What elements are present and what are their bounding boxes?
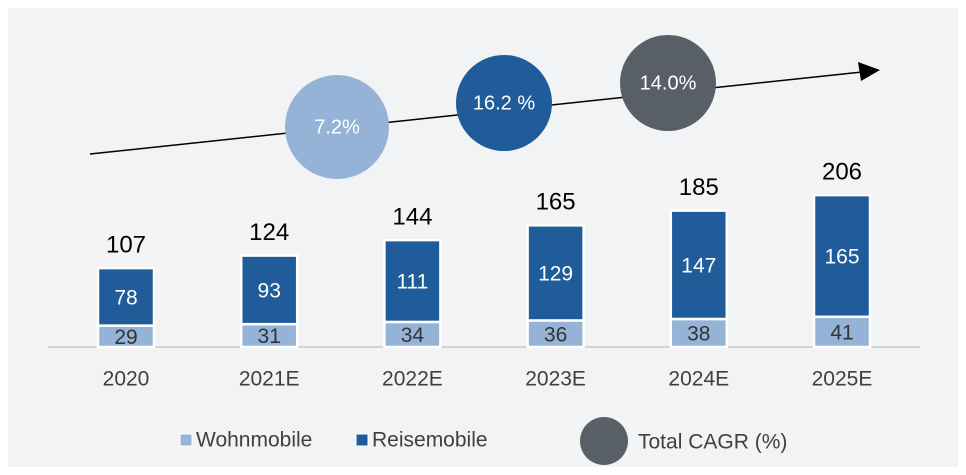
segment-label: 165	[824, 245, 859, 268]
total-label: 185	[679, 174, 719, 201]
cagr-circle	[456, 55, 552, 151]
legend-swatch	[355, 433, 369, 447]
cagr-circle	[285, 75, 389, 179]
bar-segment	[239, 254, 299, 326]
x-tick-label: 2021E	[239, 368, 300, 391]
legend-swatch	[179, 433, 193, 447]
x-tick-label: 2022E	[382, 368, 443, 391]
segment-label: 29	[114, 326, 137, 349]
arrow-head	[858, 62, 880, 81]
cagr-label: 7.2%	[314, 116, 360, 138]
x-tick-label: 2020	[103, 368, 150, 391]
bar-segment	[526, 319, 585, 349]
segment-label: 36	[544, 323, 567, 346]
segment-label: 34	[401, 324, 425, 347]
total-label: 165	[536, 189, 576, 216]
cagr-label: 16.2 %	[473, 92, 535, 114]
cagr-label: 14.0%	[640, 72, 697, 94]
segment-label: 93	[258, 279, 281, 302]
cagr-circle	[620, 35, 716, 131]
legend-label: Wohnmobile	[196, 429, 312, 452]
total-label: 124	[249, 219, 289, 246]
segment-label: 41	[830, 321, 853, 344]
segment-label: 38	[687, 323, 710, 346]
x-tick-label: 2025E	[812, 368, 873, 391]
bar-segment	[669, 209, 729, 321]
x-tick-label: 2023E	[525, 368, 586, 391]
legend-cagr-swatch	[580, 417, 628, 465]
bar-segment	[383, 238, 442, 324]
segment-label: 111	[396, 271, 428, 294]
segment-label: 147	[681, 254, 716, 277]
bar-segment	[96, 266, 156, 327]
x-tick-label: 2024E	[668, 368, 729, 391]
bar-segment	[812, 193, 872, 319]
total-label: 206	[822, 158, 862, 185]
segment-label: 129	[538, 262, 573, 285]
legend-label: Total CAGR (%)	[638, 431, 787, 454]
total-label: 107	[106, 231, 146, 258]
bar-segment	[669, 317, 729, 349]
bar-segment	[526, 224, 585, 322]
legend-label: Reisemobile	[372, 429, 488, 452]
total-label: 144	[392, 203, 432, 230]
segment-label: 31	[258, 325, 281, 348]
segment-label: 78	[114, 286, 137, 309]
